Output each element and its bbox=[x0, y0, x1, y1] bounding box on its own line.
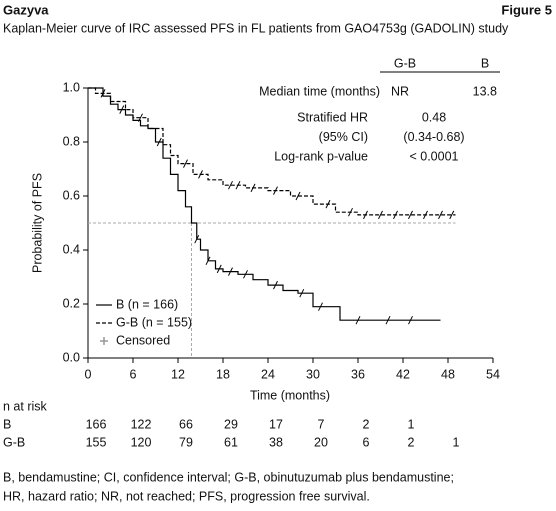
censor-tick bbox=[318, 302, 323, 311]
x-tick-label: 6 bbox=[130, 367, 137, 381]
censor-tick bbox=[385, 315, 391, 325]
table-value: 13.8 bbox=[473, 84, 497, 98]
censor-tick bbox=[228, 180, 233, 190]
censor-tick bbox=[408, 315, 413, 325]
censor-tick bbox=[295, 191, 301, 201]
table-label: (95% CI) bbox=[319, 130, 368, 144]
risk-count: 2 bbox=[363, 417, 370, 431]
censor-tick bbox=[423, 210, 428, 220]
censor-tick bbox=[243, 270, 248, 279]
y-tick-label: 0.0 bbox=[63, 350, 80, 364]
risk-count: 155 bbox=[86, 435, 107, 449]
risk-row-label: B bbox=[3, 417, 11, 431]
brand: Gazyva bbox=[3, 2, 49, 17]
y-tick-label: 0.4 bbox=[63, 242, 80, 256]
censor-tick bbox=[235, 180, 241, 190]
risk-count: 166 bbox=[86, 417, 107, 431]
censor-tick bbox=[438, 210, 443, 220]
x-tick-label: 0 bbox=[85, 367, 92, 381]
x-tick-label: 36 bbox=[351, 367, 365, 381]
risk-row-label: G-B bbox=[3, 435, 25, 449]
censor-tick bbox=[100, 89, 106, 98]
table-header: G-B bbox=[394, 56, 416, 70]
y-tick-label: 0.2 bbox=[63, 296, 80, 310]
legend-label: G-B (n = 155) bbox=[116, 315, 192, 329]
risk-count: 1 bbox=[453, 435, 460, 449]
table-header: B bbox=[481, 56, 489, 70]
risk-count: 66 bbox=[179, 417, 193, 431]
table-label: Median time (months) bbox=[259, 84, 380, 98]
risk-count: 61 bbox=[224, 435, 238, 449]
risk-count: 79 bbox=[179, 435, 193, 449]
censor-tick bbox=[393, 210, 398, 220]
censor-tick bbox=[348, 207, 353, 217]
risk-count: 7 bbox=[318, 417, 325, 431]
censor-tick bbox=[138, 113, 143, 122]
risk-count: 2 bbox=[408, 435, 415, 449]
risk-count: 1 bbox=[408, 417, 415, 431]
y-axis-label: Probability of PFS bbox=[30, 173, 44, 273]
risk-count: 122 bbox=[131, 417, 152, 431]
x-tick-label: 54 bbox=[486, 367, 500, 381]
y-tick-label: 0.6 bbox=[63, 188, 80, 202]
table-label: Stratified HR bbox=[297, 110, 368, 124]
legend-label: Censored bbox=[116, 333, 170, 347]
censor-tick bbox=[183, 159, 188, 168]
y-tick-label: 0.8 bbox=[63, 134, 80, 148]
risk-count: 38 bbox=[269, 435, 283, 449]
table-value: < 0.0001 bbox=[409, 149, 458, 163]
km-curve bbox=[88, 87, 456, 216]
x-tick-label: 42 bbox=[396, 367, 410, 381]
x-tick-label: 24 bbox=[261, 367, 275, 381]
censor-tick bbox=[325, 199, 331, 209]
censor-tick bbox=[228, 267, 233, 276]
y-tick-label: 1.0 bbox=[63, 80, 80, 94]
risk-count: 120 bbox=[131, 435, 152, 449]
censor-tick bbox=[378, 210, 383, 220]
table-value: (0.34-0.68) bbox=[403, 130, 464, 144]
table-value: NR bbox=[391, 84, 409, 98]
risk-count: 20 bbox=[314, 435, 328, 449]
censor-tick bbox=[273, 280, 278, 290]
censor-tick bbox=[119, 105, 125, 114]
footnote: HR, hazard ratio; NR, not reached; PFS, … bbox=[3, 489, 370, 503]
censor-tick bbox=[408, 210, 413, 220]
footnote: B, bendamustine; CI, confidence interval… bbox=[3, 470, 454, 484]
km-curve bbox=[88, 87, 441, 321]
censor-tick bbox=[355, 315, 361, 325]
x-axis-label: Time (months) bbox=[250, 388, 330, 402]
censor-tick bbox=[273, 186, 278, 195]
risk-count: 6 bbox=[363, 435, 370, 449]
table-label: Log-rank p-value bbox=[274, 149, 368, 163]
censor-tick bbox=[198, 170, 203, 179]
censor-tick bbox=[299, 288, 305, 298]
x-tick-label: 30 bbox=[306, 367, 320, 381]
x-tick-label: 48 bbox=[441, 367, 455, 381]
risk-title: n at risk bbox=[3, 399, 48, 413]
chart-title: Kaplan-Meier curve of IRC assessed PFS i… bbox=[3, 21, 509, 35]
figure-label: Figure 5 bbox=[501, 2, 552, 17]
censor-tick bbox=[194, 234, 200, 244]
censor-tick bbox=[449, 210, 455, 220]
table-value: 0.48 bbox=[422, 110, 446, 124]
risk-count: 29 bbox=[224, 417, 238, 431]
censor-tick bbox=[216, 264, 222, 274]
censor-tick bbox=[250, 183, 256, 193]
x-tick-label: 12 bbox=[171, 367, 185, 381]
censor-tick bbox=[156, 137, 162, 147]
censor-tick bbox=[205, 256, 211, 266]
censor-tick bbox=[363, 210, 368, 220]
risk-count: 17 bbox=[269, 417, 283, 431]
x-tick-label: 18 bbox=[216, 367, 230, 381]
legend-label: B (n = 166) bbox=[116, 297, 178, 311]
